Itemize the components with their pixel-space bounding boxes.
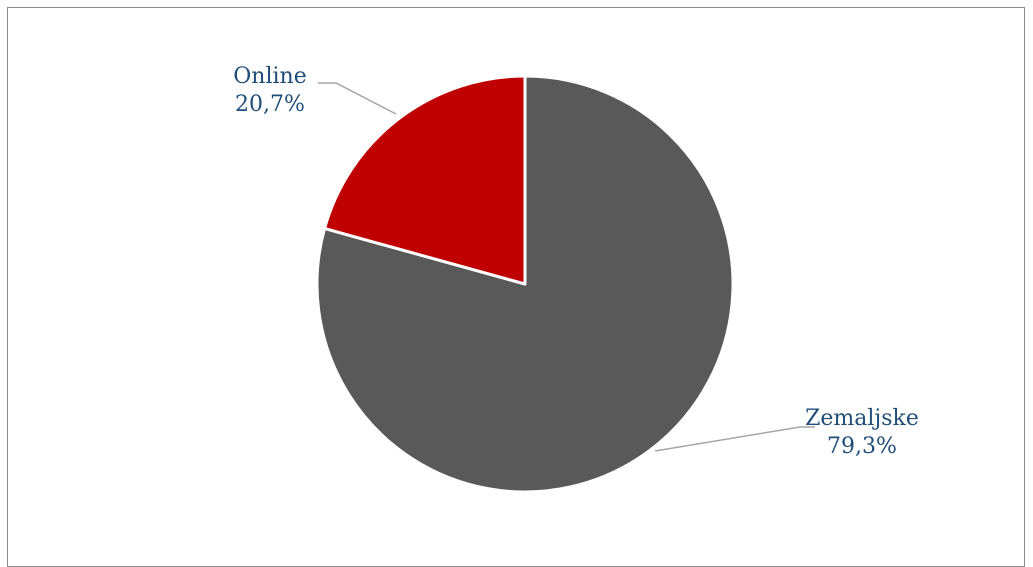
slice-labels: Zemaljske 79,3% Online 20,7%: [233, 64, 919, 459]
slice-label-name: Zemaljske: [805, 406, 919, 431]
leader-line-online: [318, 82, 397, 115]
slice-label-value: 79,3%: [827, 434, 897, 459]
pie-slice-online: [323, 74, 527, 286]
slice-label-online: Online 20,7%: [233, 64, 306, 117]
slice-label-zemaljske: Zemaljske 79,3%: [805, 406, 919, 459]
leader-lines: [318, 82, 815, 452]
pie-slices: [315, 74, 735, 494]
leader-line-zemaljske: [654, 426, 815, 452]
pie-chart: Zemaljske 79,3% Online 20,7%: [233, 64, 919, 494]
slice-label-name: Online: [233, 64, 306, 89]
slice-label-value: 20,7%: [235, 92, 305, 117]
